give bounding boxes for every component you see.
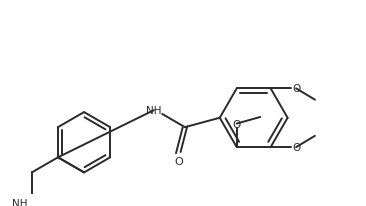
Text: NH: NH bbox=[146, 106, 161, 116]
Text: O: O bbox=[292, 142, 300, 152]
Text: O: O bbox=[174, 156, 183, 166]
Text: O: O bbox=[292, 84, 300, 94]
Text: O: O bbox=[232, 119, 241, 129]
Text: NH: NH bbox=[12, 198, 27, 206]
